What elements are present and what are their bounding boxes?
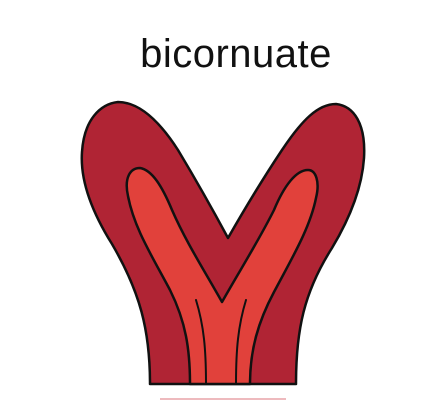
cavity-inner-line-right (235, 299, 247, 385)
uterine-cavity (125, 166, 319, 386)
figure-title: bicornuate (140, 32, 332, 76)
uterine-wall (80, 100, 366, 386)
cavity-inner-line-left (195, 299, 207, 385)
